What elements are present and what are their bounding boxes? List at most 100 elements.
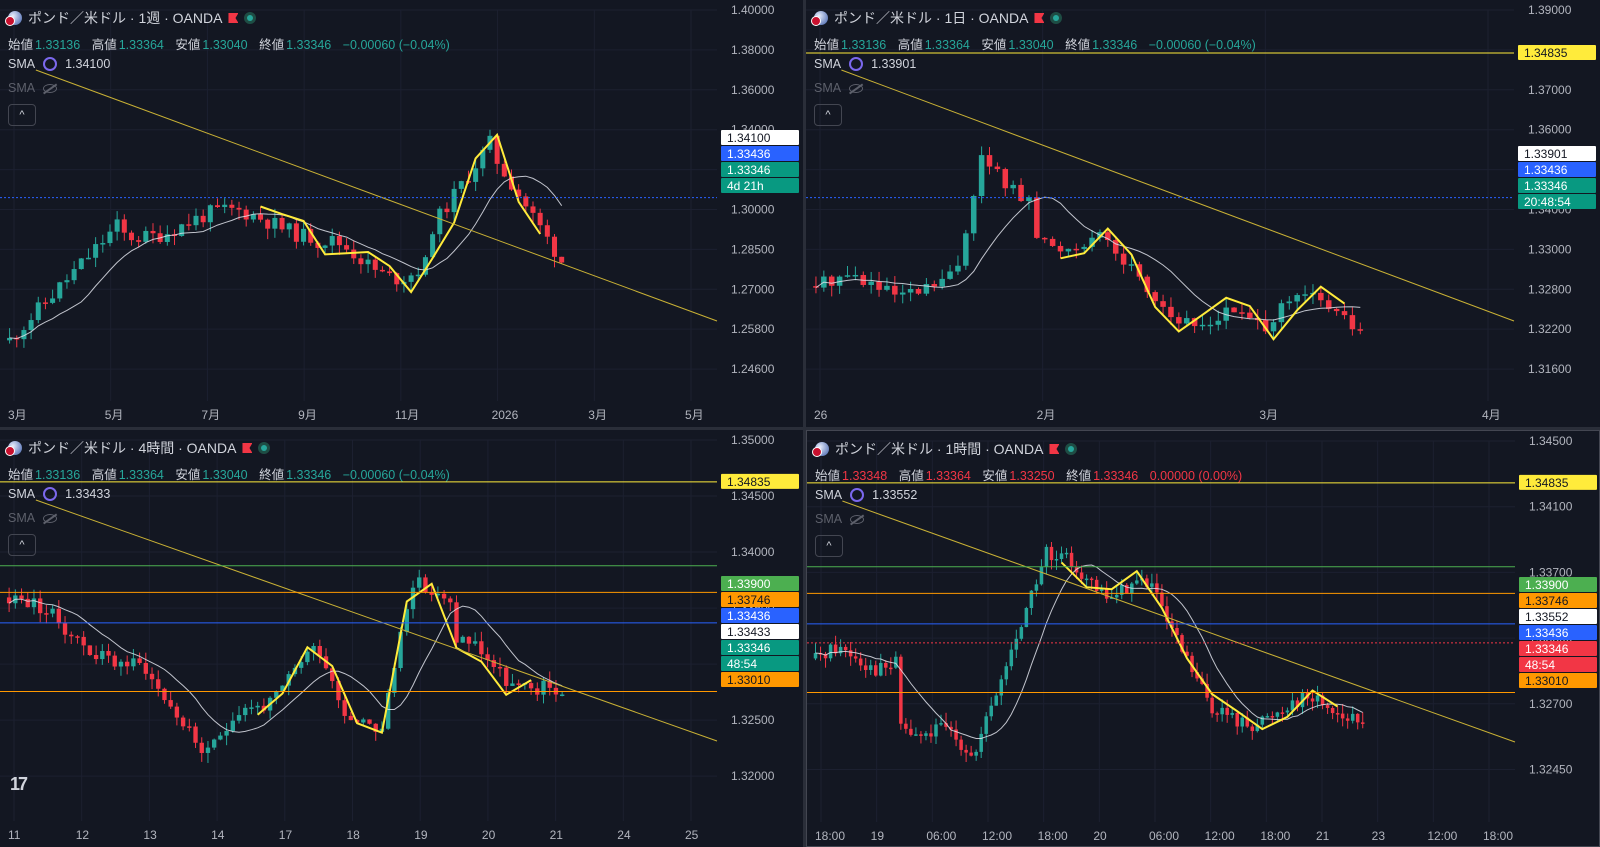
chart-svg[interactable]: 1.400001.380001.360001.340001.320001.300… [0,0,803,427]
candle-body [1207,324,1214,327]
chart-svg[interactable]: 1.390001.380001.370001.360001.350001.340… [806,0,1600,427]
x-axis-tick: 19 [414,828,428,842]
sma-legend-hidden[interactable]: SMA [8,511,58,525]
y-axis-tick: 1.32700 [1529,697,1573,711]
candle-body [342,700,347,716]
sma-legend[interactable]: SMA 1.33552 [815,488,918,502]
chevron-up-icon[interactable]: ^ [8,534,36,556]
candle-body [1210,697,1214,714]
chart-title[interactable]: ポンド／米ドル · 1日 · OANDA [834,10,1029,26]
price-tag-bg [721,146,799,161]
candle-body [1026,197,1032,202]
trend-line [35,69,718,322]
candle-body [473,168,479,182]
price-tag-bg [1519,657,1597,672]
change-value: −0.00060 (−0.04%) [1148,38,1256,52]
price-tag: 1.33900 [1519,577,1597,592]
candle-body [1152,292,1158,302]
candle-body [186,224,192,226]
low-value: 1.33250 [1009,469,1055,483]
price-tag-bg [721,624,799,639]
x-axis-tick: 3月 [8,408,27,422]
ohlc-legend: 始値 1.33136 高値 1.33364 安値 1.33040 終値 1.33346 … [8,468,450,482]
panel-divider-horizontal[interactable] [0,427,1600,430]
candle-body [979,733,983,752]
sma-legend[interactable]: SMA 1.33433 [8,487,111,501]
red-flag-icon[interactable] [242,443,253,453]
candle-body [229,204,235,208]
eye-off-icon[interactable] [43,513,58,523]
sma-legend-hidden[interactable]: SMA [8,81,58,95]
candle-body [530,206,536,213]
sma-line [815,564,1363,739]
sma-legend[interactable]: SMA 1.33901 [814,57,917,71]
candle-body [1099,589,1104,591]
candle-body [100,243,106,245]
candle-body [1064,552,1069,555]
chart-panel-4h[interactable]: 1.350001.345001.340001.335001.330001.325… [0,430,803,847]
candle-body [387,271,393,274]
chart-panel-weekly[interactable]: 1.400001.380001.360001.340001.320001.300… [0,0,803,427]
price-tag: 1.33746 [721,592,799,607]
x-axis-tick: 9月 [298,408,317,422]
chart-title[interactable]: ポンド／米ドル · 1週 · OANDA [28,10,223,26]
x-axis-tick: 12:00 [982,829,1012,843]
candle-body [939,723,943,725]
red-flag-icon[interactable] [228,13,239,23]
candle-body [1231,307,1237,313]
candle-body [919,734,923,736]
red-flag-icon[interactable] [1049,444,1060,454]
candle-body [422,257,428,275]
candle-body [193,726,198,743]
sma-legend[interactable]: SMA 1.34100 [8,57,111,71]
y-axis-tick: 1.32200 [1528,322,1572,336]
candle-body [417,577,422,588]
candle-body [1333,308,1340,312]
candle-body [1325,300,1332,309]
candle-body [1335,713,1340,715]
candle-body [1004,666,1009,680]
eye-off-icon[interactable] [850,514,865,524]
panel-divider-vertical[interactable] [803,0,806,847]
candle-body [1360,722,1365,724]
candle-body [1018,184,1024,202]
chart-title[interactable]: ポンド／米ドル · 4時間 · OANDA [28,440,237,456]
candle-body [373,723,378,732]
chevron-up-icon[interactable]: ^ [814,104,842,126]
candle-body [1073,248,1080,251]
candle-body [249,707,254,709]
tradingview-logo-icon[interactable]: 17 [10,774,28,794]
chart-panel-1h[interactable]: 1.345001.341001.337001.333001.327001.324… [806,430,1600,847]
candle-body [75,636,80,638]
chart-title[interactable]: ポンド／米ドル · 1時間 · OANDA [835,441,1044,457]
chevron-up-icon[interactable]: ^ [815,535,843,557]
candle-body [1295,700,1300,708]
candle-body [868,281,874,285]
candle-body [844,275,851,277]
candle-body [1255,724,1260,732]
eye-off-icon[interactable] [849,83,864,93]
sma-legend-hidden[interactable]: SMA [814,81,864,95]
chart-svg[interactable]: 1.345001.341001.337001.333001.327001.324… [807,431,1600,847]
candle-body [143,230,149,242]
change-value: 0.00000 (0.00%) [1149,469,1243,483]
chevron-up-icon[interactable]: ^ [8,104,36,126]
candle-body [1215,713,1219,715]
drawn-zigzag [1060,227,1346,341]
chart-svg[interactable]: 1.350001.345001.340001.335001.330001.325… [0,430,803,847]
eye-off-icon[interactable] [43,83,58,93]
candle-body [301,228,307,242]
candle-body [274,691,279,698]
price-tag-text: 1.34835 [727,475,771,489]
candle-body [69,634,74,637]
trend-line [841,69,1515,322]
candle-body [286,223,292,230]
red-flag-icon[interactable] [1034,13,1045,23]
chart-panel-daily[interactable]: 1.390001.380001.370001.360001.350001.340… [806,0,1600,427]
candle-body [293,223,299,242]
sma-legend-hidden[interactable]: SMA [815,512,865,526]
candle-body [222,204,228,208]
candle-body [1150,583,1154,587]
x-axis-tick: 2026 [492,408,519,422]
candle-body [873,665,878,676]
